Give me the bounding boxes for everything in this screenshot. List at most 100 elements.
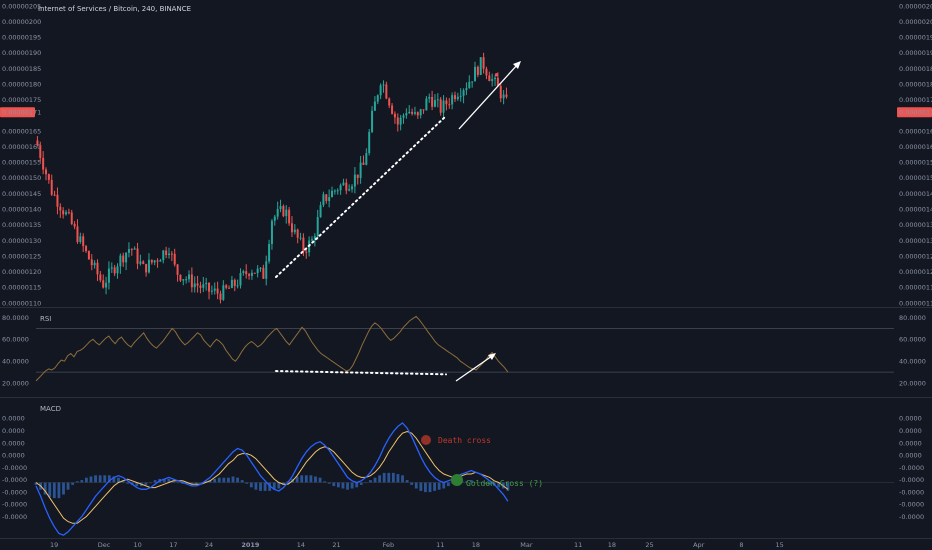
macd-tick-label-right: -0.0000 <box>899 501 924 509</box>
candle-body <box>336 190 339 192</box>
candle-body <box>113 267 116 274</box>
candle-body <box>393 113 396 118</box>
price-tick-label-right: 0.00000115 <box>899 284 932 292</box>
candle-body <box>408 111 411 114</box>
candle-body <box>285 209 288 217</box>
price-tick-label-right: 0.00000150 <box>899 174 932 182</box>
macd-tick-label-right: -0.0000 <box>899 464 924 472</box>
macd-tick-label-right: -0.0000 <box>899 488 924 496</box>
last-price-label-right: 0.00000171 <box>899 109 932 117</box>
candle-body <box>116 266 119 274</box>
macd-histogram-bar <box>396 474 400 483</box>
candle-body <box>305 251 308 253</box>
macd-histogram-bar <box>144 482 148 485</box>
macd-histogram-bar <box>112 476 116 483</box>
price-tick-label-right: 0.00000195 <box>899 34 932 42</box>
candle-body <box>53 194 56 196</box>
rsi-label: RSI <box>40 315 51 323</box>
macd-histogram-bar <box>126 482 130 484</box>
candle-body <box>362 162 365 165</box>
macd-histogram-bar <box>249 482 253 488</box>
candle-body <box>248 274 251 276</box>
price-tick-label-left: 0.00000135 <box>2 221 41 229</box>
candle-body <box>428 97 431 99</box>
macd-histogram-bar <box>103 475 107 483</box>
candle-body <box>190 274 193 288</box>
macd-histogram-bar <box>433 482 436 491</box>
rsi-tick-label-right: 40.0000 <box>899 358 926 366</box>
price-tick-label-right: 0.00000110 <box>899 299 932 307</box>
right-price-axis[interactable]: 0.00000205 0.00000200 0.00000195 0.00000190… <box>897 2 932 307</box>
macd-histogram-bar <box>75 481 79 483</box>
candle-body <box>202 284 205 288</box>
candle-body <box>439 99 442 113</box>
rsi-left-axis[interactable]: 80.0000 60.0000 40.0000 20.0000 <box>2 314 29 388</box>
candle-body <box>351 186 354 190</box>
macd-histogram-bar <box>387 472 391 483</box>
time-tick-label: 14 <box>297 541 305 549</box>
macd-histogram-bar <box>34 482 38 485</box>
candle-body <box>159 260 162 262</box>
price-tick-label-left: 0.00000180 <box>2 80 41 88</box>
macd-histogram-bar <box>318 477 322 483</box>
macd-histogram-bar <box>336 482 340 488</box>
candle-body <box>233 279 236 286</box>
candle-body <box>73 223 76 227</box>
candle-body <box>76 226 79 242</box>
rsi-right-axis[interactable]: 80.0000 60.0000 40.0000 20.0000 <box>899 314 926 388</box>
rsi-series <box>35 315 894 382</box>
macd-histogram-bar <box>391 472 395 483</box>
time-axis[interactable]: 19 Dec 10 17 24 2019 14 21 Feb 11 18 Mar 11 18 25 Apr 8 1… <box>50 541 784 549</box>
macd-histogram-bar <box>277 482 281 489</box>
macd-tick-label-left: 0.0000 <box>2 427 25 435</box>
candle-body <box>419 109 422 116</box>
candle-body <box>110 267 113 269</box>
macd-histogram-bar <box>359 482 363 485</box>
golden-cross-marker <box>451 474 463 486</box>
rsi-up-arrowhead <box>488 353 496 360</box>
macd-histogram-bar <box>66 482 70 490</box>
macd-histogram-bar <box>382 472 386 483</box>
macd-histogram-bar <box>43 482 47 495</box>
candle-body <box>276 208 279 217</box>
candle-body <box>96 262 99 275</box>
candle-body <box>153 260 156 263</box>
annotation-layer <box>275 61 521 278</box>
candle-body <box>279 206 282 209</box>
candle-body <box>188 274 191 280</box>
macd-histogram-bar <box>314 476 317 483</box>
macd-histogram-bar <box>410 482 414 485</box>
macd-right-axis[interactable]: 0.0000 0.0000 0.0000 0.0000 -0.0000 -0.0000 -0… <box>899 415 924 521</box>
candle-body <box>268 243 271 262</box>
candle-body <box>253 272 256 274</box>
price-up-arrow <box>458 63 519 130</box>
candle-body <box>385 84 388 99</box>
time-tick-label: Apr <box>693 541 705 549</box>
candle-body <box>413 112 416 114</box>
macd-histogram-bar <box>442 482 446 489</box>
macd-histogram-bar <box>428 482 432 493</box>
time-tick-label: Feb <box>383 541 395 549</box>
rsi-tick-label-right: 20.0000 <box>899 379 926 387</box>
macd-histogram-bar <box>378 475 382 483</box>
macd-histogram-bar <box>204 481 207 483</box>
macd-histogram-bar <box>98 475 102 483</box>
candle-body <box>391 105 394 114</box>
candle-body <box>491 79 494 82</box>
price-tick-label-left: 0.00000150 <box>2 174 41 182</box>
candle-body <box>62 210 65 215</box>
candle-body <box>376 95 379 102</box>
candle-body <box>282 206 285 217</box>
last-price-label-left: 0.00000171 <box>2 109 41 117</box>
macd-left-axis[interactable]: 0.0000 0.0000 0.0000 0.0000 -0.0000 -0.0000 -0… <box>2 415 27 521</box>
left-price-axis[interactable]: 0.00000205 0.00000200 0.00000195 0.00000190… <box>0 2 41 307</box>
price-tick-label-right: 0.00000200 <box>899 18 932 26</box>
price-tick-label-left: 0.00000130 <box>2 237 41 245</box>
candle-body <box>65 212 68 215</box>
candle-body <box>142 261 145 264</box>
macd-histogram-bar <box>231 476 235 483</box>
candle-body <box>496 77 499 86</box>
candle-body <box>339 185 342 191</box>
macd-histogram-bar <box>240 480 244 483</box>
